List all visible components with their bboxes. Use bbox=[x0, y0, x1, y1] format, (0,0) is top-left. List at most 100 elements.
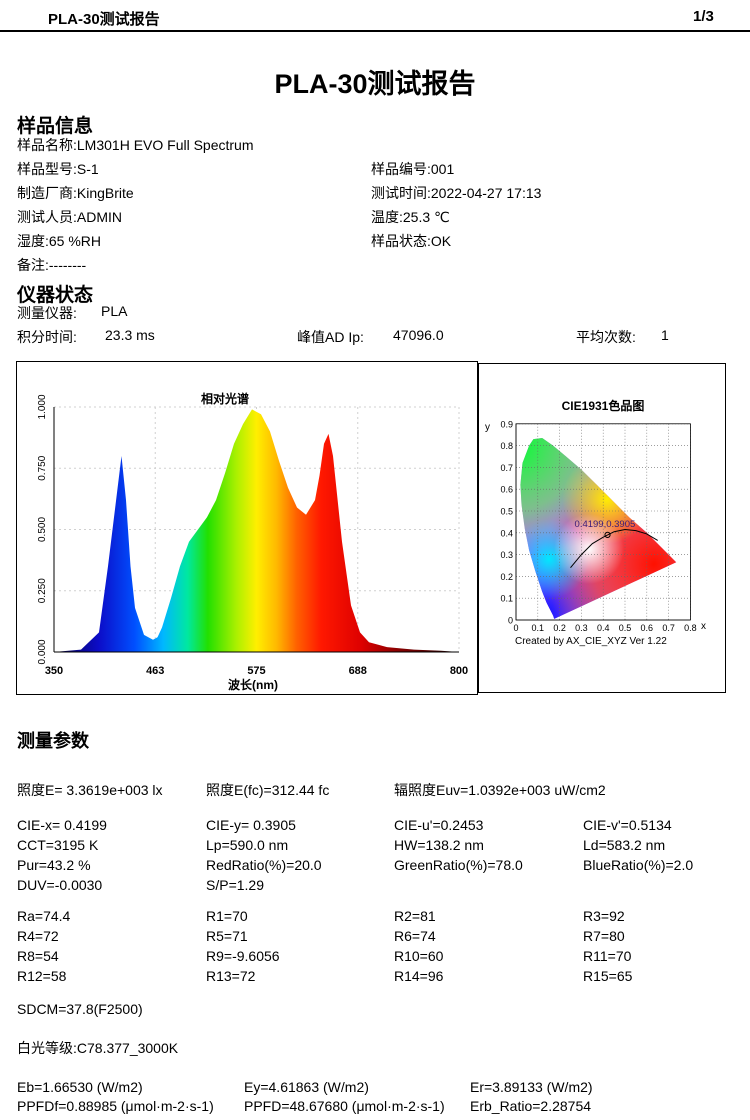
peak-ad-value: 47096.0 bbox=[393, 327, 444, 343]
sample-name: 样品名称:LM301H EVO Full Spectrum bbox=[17, 137, 254, 153]
cie-x-tick-label: 0.3 bbox=[575, 623, 588, 633]
cie-y-tick-label: 0.6 bbox=[500, 485, 513, 495]
device-label: 测量仪器: bbox=[17, 305, 77, 321]
rendering-index-value: R7=80 bbox=[583, 928, 625, 944]
cie-x-tick-label: 0.8 bbox=[684, 623, 697, 633]
spectrum-x-tick-label: 688 bbox=[349, 665, 367, 677]
spectrum-x-tick-label: 350 bbox=[45, 665, 63, 677]
cie-y-tick-label: 0.3 bbox=[500, 550, 513, 560]
cie-plot-border bbox=[515, 423, 691, 621]
cie-grid bbox=[515, 423, 691, 621]
cie-y-ticks: 0.9 0.8 0.7 0.6 0.5 0.4 0.3 0.2 0.1 0 bbox=[500, 419, 513, 625]
measurement-heading: 测量参数 bbox=[17, 731, 89, 751]
color-param-value: CCT=3195 K bbox=[17, 837, 99, 853]
spectrum-y-tick-label: 0.750 bbox=[37, 455, 48, 480]
cie-y-tick-label: 0.8 bbox=[500, 441, 513, 451]
spectrum-x-label: 波长(nm) bbox=[228, 677, 278, 692]
device-value: PLA bbox=[101, 303, 128, 319]
cie-x-tick-label: 0.5 bbox=[619, 623, 632, 633]
spectrum-y-tick-label: 0.000 bbox=[37, 639, 48, 664]
spectrum-y-ticks: 0.000 0.250 0.500 0.750 1.000 bbox=[37, 394, 48, 664]
color-param-value: DUV=-0.0030 bbox=[17, 877, 103, 893]
color-param-value: Lp=590.0 nm bbox=[206, 837, 289, 853]
illuminance: 照度E= 3.3619e+003 lx bbox=[17, 782, 163, 798]
spectrum-x-tick-label: 463 bbox=[146, 665, 164, 677]
remark: 备注:-------- bbox=[17, 257, 87, 273]
rendering-index-value: R11=70 bbox=[583, 948, 632, 964]
integration-time-label: 积分时间: bbox=[17, 329, 77, 345]
spectrum-chart-panel: 350 463 575 688 800 0.000 0.250 0.500 0.750 1.00… bbox=[16, 361, 478, 695]
peak-ad-label: 峰值AD Ip: bbox=[297, 329, 364, 345]
cie-title: CIE1931色品图 bbox=[562, 398, 645, 413]
er-value: Er=3.89133 (W/m2) bbox=[470, 1079, 593, 1095]
average-count-label: 平均次数: bbox=[576, 329, 636, 345]
rendering-index-value: R10=60 bbox=[394, 948, 444, 964]
cie-chart: CIE1931色品图 y x 0.90.80.70.60.50.40.30.20… bbox=[485, 398, 706, 647]
color-param-value: Pur=43.2 % bbox=[17, 857, 91, 873]
color-param-value: CIE-x= 0.4199 bbox=[17, 817, 107, 833]
spectrum-x-ticks: 350 463 575 688 800 bbox=[45, 665, 468, 677]
cie-x-tick-label: 0.2 bbox=[553, 623, 566, 633]
sample-model: 样品型号:S-1 bbox=[17, 161, 99, 177]
ey-value: Ey=4.61863 (W/m2) bbox=[244, 1079, 369, 1095]
color-param-value: BlueRatio(%)=2.0 bbox=[583, 857, 694, 873]
rendering-index-value: R2=81 bbox=[394, 908, 436, 924]
spectrum-x-tick-label: 575 bbox=[247, 665, 265, 677]
cie-x-tick-label: 0.7 bbox=[662, 623, 675, 633]
cie-x-tick-label: 0 bbox=[513, 623, 518, 633]
cie-chart-panel: CIE1931色品图 y x 0.9 0.8 0.7 0.6 0.5 0.4 0.3 0.2 0… bbox=[478, 363, 726, 693]
rendering-index-value: R6=74 bbox=[394, 928, 436, 944]
integration-time-value: 23.3 ms bbox=[105, 327, 155, 343]
spectrum-chart: 350 463 575 688 800 0.000 0.250 0.500 0.750 1.00… bbox=[37, 391, 468, 692]
irradiance: 辐照度Euv=1.0392e+003 uW/cm2 bbox=[394, 782, 606, 798]
rendering-index-value: R8=54 bbox=[17, 948, 59, 964]
cie-y-tick-label: 0.7 bbox=[500, 463, 513, 473]
white-light-grade: 白光等级:C78.377_3000K bbox=[17, 1040, 179, 1056]
test-time: 测试时间:2022-04-27 17:13 bbox=[371, 185, 542, 201]
rendering-index-value: R12=58 bbox=[17, 968, 67, 984]
illuminance-fc: 照度E(fc)=312.44 fc bbox=[206, 782, 330, 798]
rendering-index-value: R4=72 bbox=[17, 928, 59, 944]
rendering-index-value: R15=65 bbox=[583, 968, 633, 984]
cie-planckian-locus bbox=[570, 528, 658, 569]
color-param-value: CIE-u'=0.2453 bbox=[394, 817, 484, 833]
rendering-index-value: R9=-9.6056 bbox=[206, 948, 280, 964]
header-report-title: PLA-30测试报告 bbox=[48, 11, 160, 28]
color-param-value: CIE-y= 0.3905 bbox=[206, 817, 296, 833]
cie-sample-point bbox=[604, 531, 611, 538]
color-param-value: CIE-v'=0.5134 bbox=[583, 817, 672, 833]
page-title: PLA-30测试报告 bbox=[274, 69, 476, 99]
cie-y-tick-label: 0.9 bbox=[500, 419, 513, 429]
header-divider bbox=[0, 30, 750, 32]
cie-y-tick-label: 0.4 bbox=[500, 528, 513, 538]
cie-x-tick-label: 0.6 bbox=[641, 623, 654, 633]
cie-x-tick-label: 0.4 bbox=[597, 623, 610, 633]
sample-state: 样品状态:OK bbox=[371, 233, 452, 249]
spectrum-y-tick-label: 1.000 bbox=[37, 394, 48, 419]
color-param-value: GreenRatio(%)=78.0 bbox=[394, 857, 523, 873]
eb-value: Eb=1.66530 (W/m2) bbox=[17, 1079, 143, 1095]
instrument-heading: 仪器状态 bbox=[17, 285, 94, 306]
cie-y-tick-label: 0 bbox=[508, 616, 513, 626]
rendering-index-value: R1=70 bbox=[206, 908, 248, 924]
erb-ratio-value: Erb_Ratio=2.28754 bbox=[470, 1098, 592, 1114]
cie-point-label: 0.4199,0.3905 bbox=[575, 519, 636, 530]
color-param-value: Ld=583.2 nm bbox=[583, 837, 666, 853]
header-page-number: 1/3 bbox=[693, 8, 714, 25]
cie-y-axis-letter: y bbox=[485, 422, 490, 433]
spectrum-x-tick-label: 800 bbox=[450, 665, 468, 677]
color-param-value: HW=138.2 nm bbox=[394, 837, 484, 853]
cie-x-tick-label: 0.1 bbox=[532, 623, 545, 633]
cie-x-axis-letter: x bbox=[701, 621, 706, 632]
sample-maker: 制造厂商:KingBrite bbox=[17, 185, 134, 201]
spectrum-title: 相对光谱 bbox=[201, 391, 249, 406]
cie-credit: Created by AX_CIE_XYZ Ver 1.22 bbox=[515, 636, 667, 647]
cie-y-tick-label: 0.1 bbox=[500, 594, 513, 604]
ppfdf-value: PPFDf=0.88985 (μmol·m-2·s-1) bbox=[17, 1098, 214, 1114]
cie-x-ticks: 0 0.1 0.2 0.3 0.4 0.5 0.6 0.7 0.8 bbox=[513, 623, 696, 633]
spectrum-y-tick-label: 0.500 bbox=[37, 517, 48, 542]
rendering-index-value: R5=71 bbox=[206, 928, 248, 944]
rendering-index-value: R3=92 bbox=[583, 908, 625, 924]
spectrum-y-tick-label: 0.250 bbox=[37, 578, 48, 603]
temperature: 温度:25.3 ℃ bbox=[371, 209, 450, 225]
